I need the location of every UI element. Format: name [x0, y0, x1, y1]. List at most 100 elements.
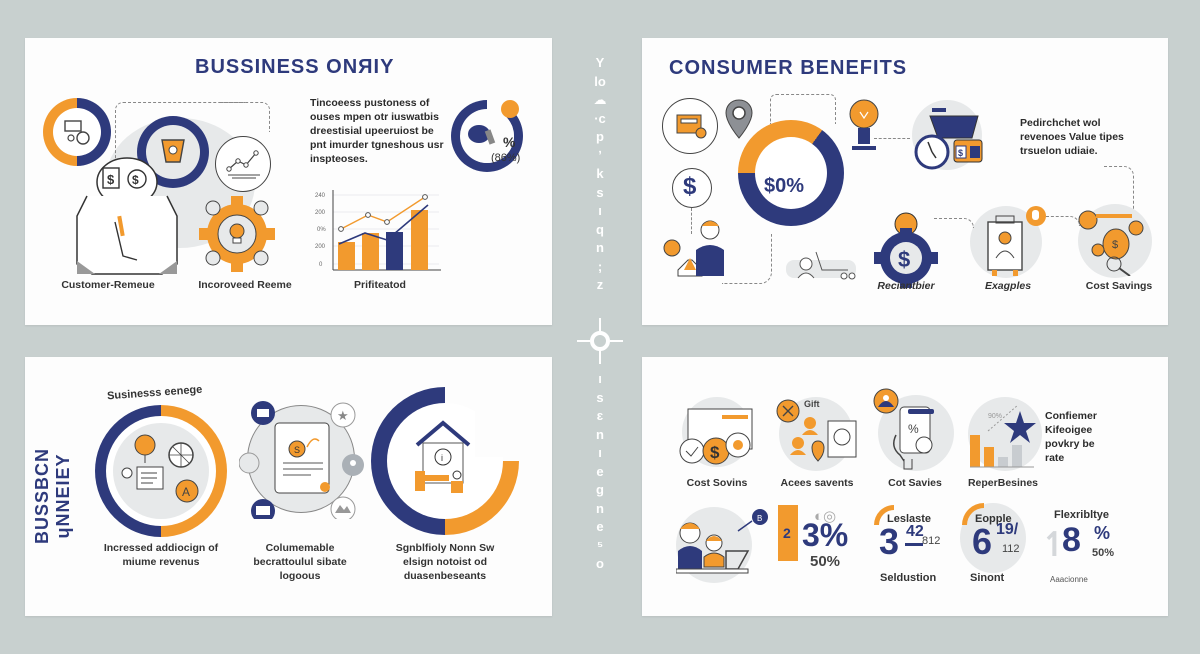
stat-sub-50-2: 50%	[1092, 547, 1115, 559]
shopping-cart-icon	[786, 251, 856, 280]
dollar-gear-icon: $	[874, 212, 938, 288]
stat-suffix-pct: %	[1094, 523, 1111, 543]
svg-text:A: A	[182, 485, 190, 499]
divider-char: lo	[594, 73, 606, 89]
caption-significantly: Sgnblfioly Nonn Sw elsign notoist od dua…	[395, 542, 495, 582]
phone-percent-icon: %	[873, 388, 934, 470]
bicycle-clock-wallet-icon: $	[914, 108, 983, 170]
caption-reper-besines: ReperBesines	[967, 477, 1039, 489]
consumer-panel: CONSUMER BENEFITS $0% $ Pedirchchet wol …	[642, 38, 1168, 325]
stat-label-flexibility: Flexribltye	[1054, 509, 1110, 521]
person-register-icon	[663, 220, 724, 277]
svg-text:S: S	[294, 445, 300, 455]
divider-char: z	[596, 277, 604, 292]
location-pin-icon	[725, 99, 753, 139]
bar-1	[338, 242, 355, 270]
dollar-circle: $	[672, 168, 712, 208]
divider-char: ı	[598, 445, 602, 460]
svg-text:$: $	[958, 148, 963, 158]
caption-seldustion: Seldustion	[880, 572, 937, 584]
divider-char: n	[596, 240, 604, 255]
caption-columemable: Columemable becrattoulul sibate logoous	[253, 542, 347, 582]
ring-label: Susinesss eenege	[106, 383, 203, 403]
divider-char: ɛ	[596, 408, 604, 423]
caption-access-savings: Acees savents	[780, 477, 854, 489]
compass-crosshair-icon	[577, 318, 623, 364]
stat-value-3pct: 3%	[802, 517, 849, 553]
piggy-bank-icon	[468, 125, 496, 145]
revenue-ring: A	[95, 405, 227, 537]
divider-char: ı	[598, 203, 602, 218]
receipt-coin-circle	[662, 98, 718, 154]
svg-text:$: $	[107, 172, 115, 187]
svg-text:200: 200	[315, 210, 326, 216]
stat-fraction-top: 42	[906, 523, 924, 540]
caption-profit: Prifiteatod	[354, 279, 406, 291]
divider-text-bottom: ı s ɛ n ı e g n e ⁵ o	[590, 370, 610, 574]
divider-char: s	[596, 184, 604, 200]
delivery-person-icon	[987, 206, 1046, 276]
dollar-icon: $	[683, 173, 697, 200]
svg-text:0%: 0%	[317, 227, 326, 233]
stats-panel: $ Cost Sovins Gift Acees savents % Cot S…	[642, 357, 1168, 616]
scatter-chart-icon	[226, 150, 260, 179]
caption-aaacionne: Aaacionne	[1050, 575, 1088, 584]
stat-donut-sub: (86%)	[491, 152, 521, 164]
divider-char: ⁵	[596, 537, 604, 553]
support-agent-icon: B	[676, 509, 768, 574]
consumer-donut-label: $0%	[764, 175, 805, 197]
business-panel: BUSSINESS ОNЯIY $ $	[25, 38, 552, 325]
stat-prefix: 2	[783, 525, 791, 541]
bar-4	[411, 210, 428, 270]
svg-text:$: $	[1112, 239, 1118, 251]
stat-value-6: 6	[972, 521, 993, 562]
svg-text:240: 240	[315, 193, 326, 199]
stat-value-8: 8	[1062, 521, 1081, 559]
report-donut	[43, 98, 111, 166]
stat-value-3: 3	[879, 521, 900, 562]
caption-increased-revenue: Incressed addiocign of miume revenus	[103, 542, 219, 568]
divider-char: k	[596, 166, 604, 181]
lightbulb-icon	[849, 99, 879, 150]
business-title: BUSSINESS ОNЯIY	[195, 56, 395, 78]
divider-text-top: Y lo ☁ ·c p ʼ k s ı q n ; z	[590, 54, 610, 295]
divider-char: o	[596, 556, 604, 571]
caption-improved-revenue: Incoroveed Reeme	[198, 279, 292, 291]
divider-char: g	[596, 482, 604, 497]
caption-cost-savings-1: Cost Sovins	[686, 477, 748, 489]
divider-char: q	[596, 221, 604, 237]
money-jar-hands-icon: $ $	[76, 157, 178, 275]
svg-text:i: i	[441, 453, 443, 463]
consumer-description: Pedirchchet wol revenoes Value tipes trs…	[1020, 117, 1124, 157]
report-gear-icon	[64, 120, 90, 145]
caption-examples: Exagples	[984, 280, 1032, 292]
orange-bar-accent	[778, 505, 798, 561]
svg-text:$: $	[132, 173, 139, 187]
svg-text:★: ★	[337, 409, 349, 424]
stat-fraction-bottom: 812	[922, 535, 941, 547]
bar-3	[386, 232, 403, 270]
divider-char: n	[596, 426, 604, 442]
cost-savings-icon: $	[1078, 210, 1144, 276]
divider-char: e	[596, 519, 604, 534]
stats-side-text: Confiemer Kifeoigee povkry be rate	[1045, 410, 1097, 464]
business-panel-2: BUSSBCN ɥNNEIEY Susinesss eenege A S ★	[25, 357, 552, 616]
stat-sub-50: 50%	[810, 553, 841, 570]
svg-text:%: %	[908, 422, 919, 436]
toggle-icons: ◐◎	[814, 508, 837, 525]
scatter-chart-circle	[215, 136, 271, 192]
caption-cost-savings-2: Cot Savies	[888, 477, 942, 489]
stat-label-leslaste: Leslaste	[887, 513, 932, 525]
stat-fraction-top-2: 19/	[996, 521, 1019, 538]
cart-icon	[161, 139, 185, 163]
receipt-coin-icon	[676, 114, 707, 139]
house-person-icon: i	[415, 420, 471, 493]
divider-char: ·c	[594, 110, 606, 126]
caption-customer-revenue: Customer-Remeue	[61, 279, 155, 291]
browser-coins-icon: $	[679, 408, 753, 465]
gift-badge: Gift	[804, 399, 820, 409]
caption-reciantbier: Reciantbier	[877, 280, 935, 292]
divider-char: ;	[597, 258, 603, 274]
divider-char: ☁	[593, 92, 607, 107]
stat-donut-value: %	[503, 134, 516, 150]
